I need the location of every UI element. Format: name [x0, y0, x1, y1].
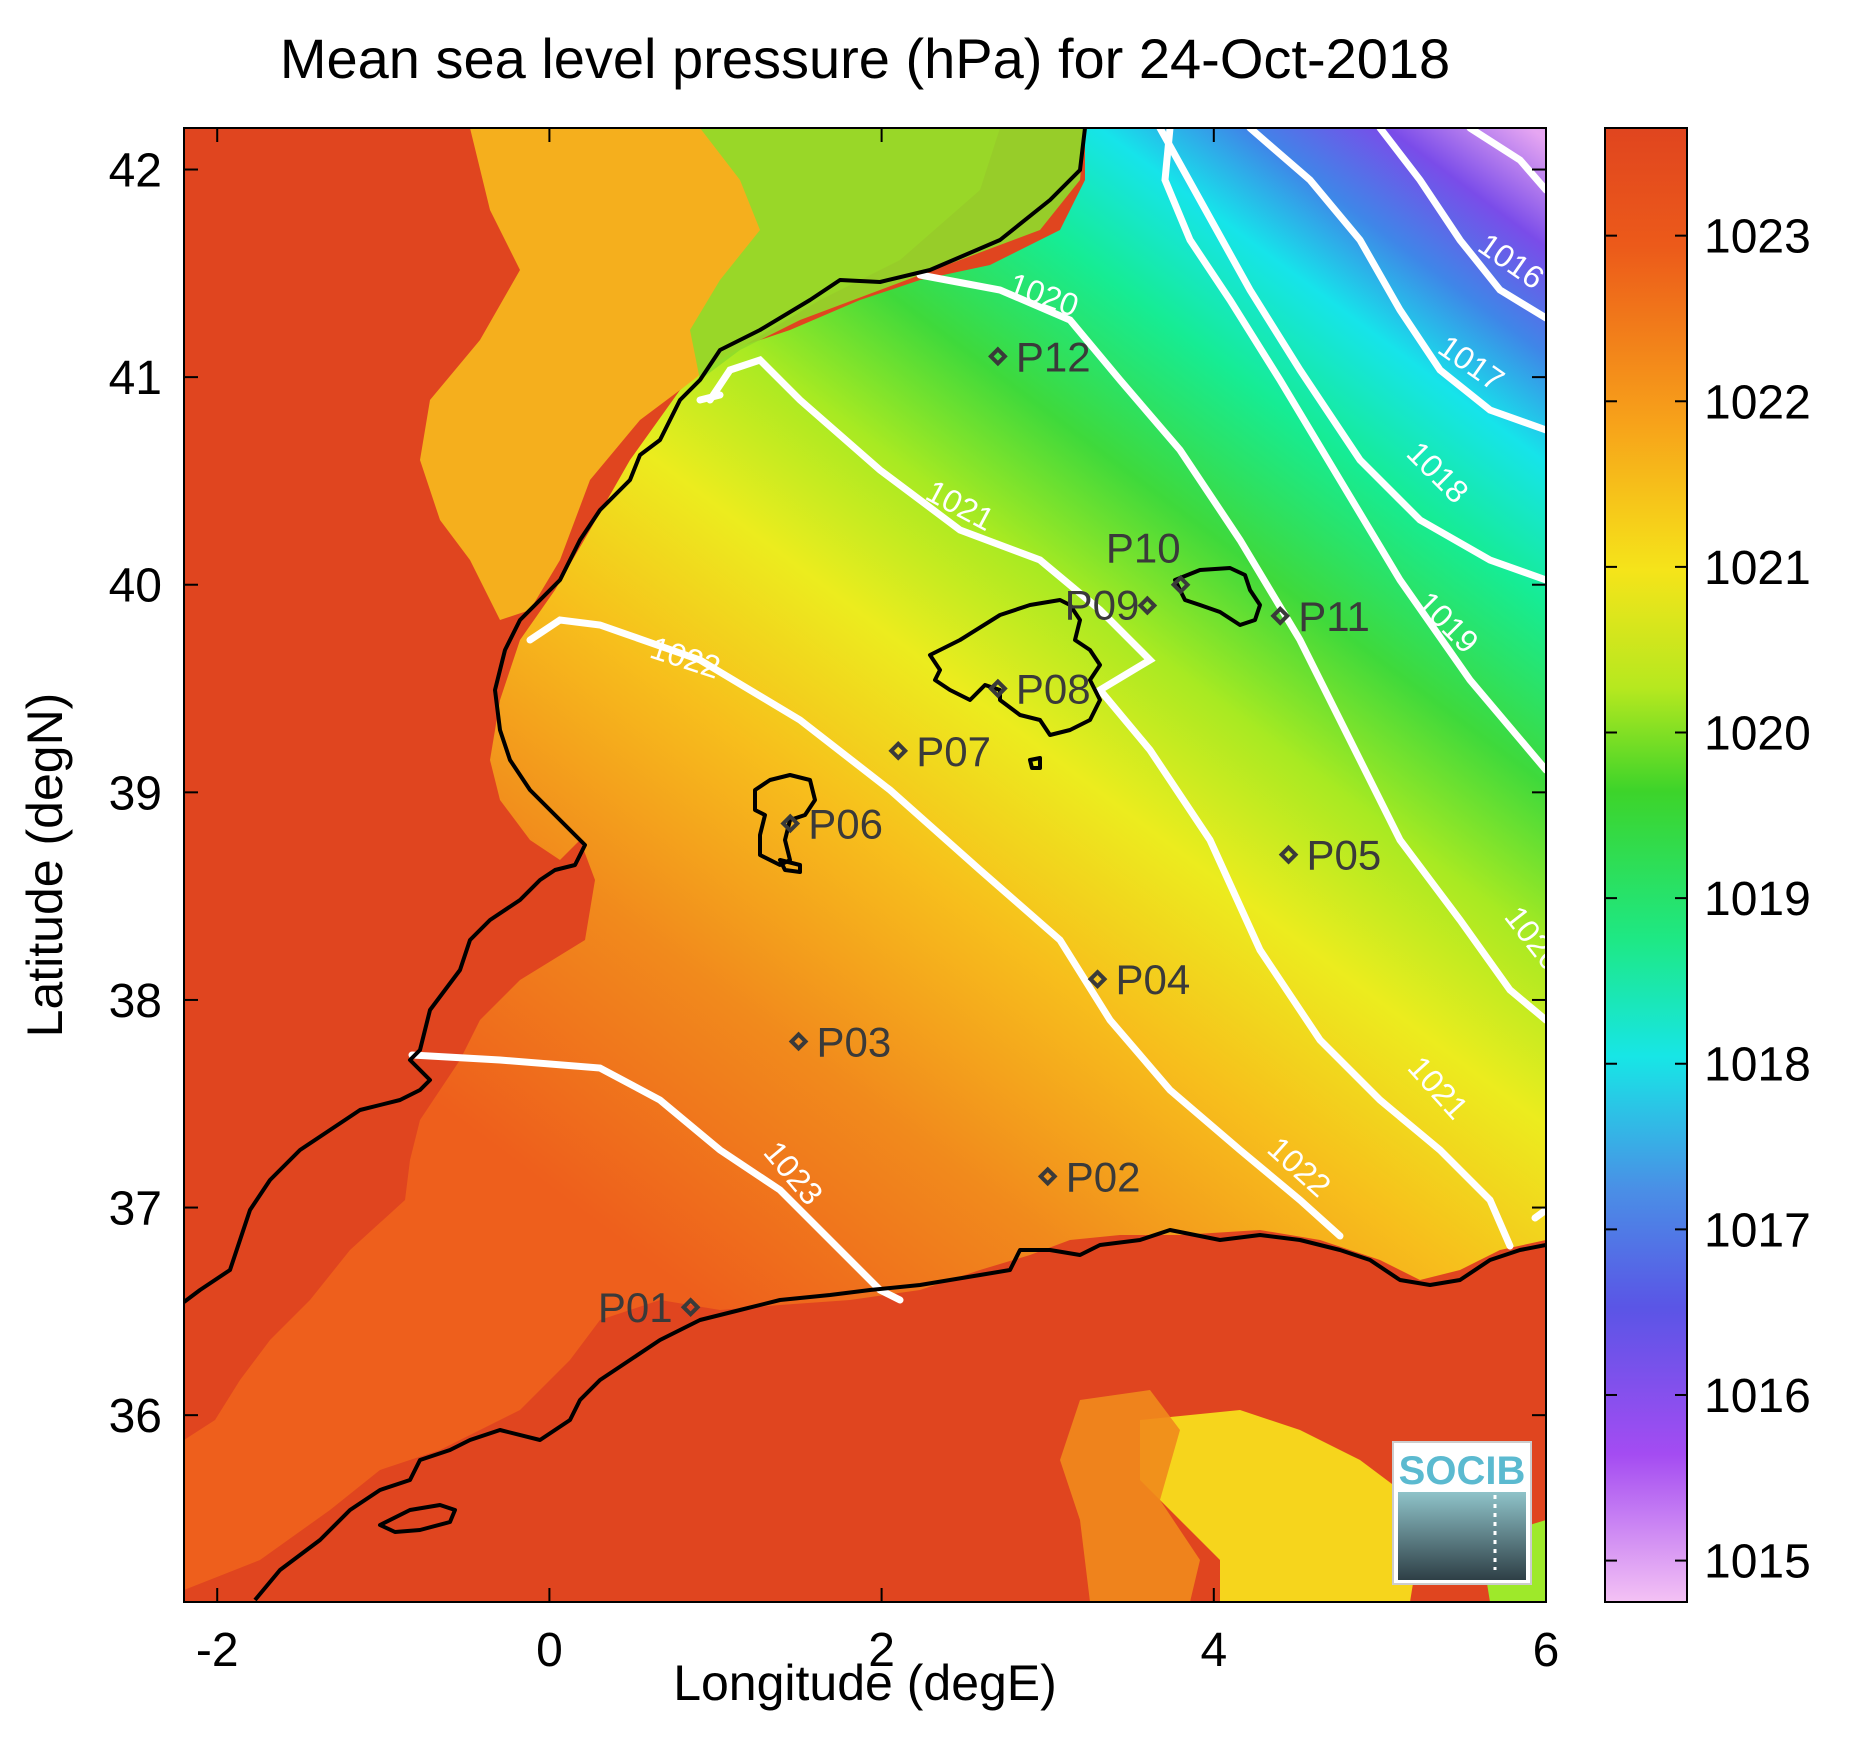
coastline-alboran: [378, 1503, 457, 1534]
colorbar: 1023 1022 1021 1020 1019 1018 1017 1016 1015: [1604, 127, 1811, 1603]
colorbar-tick-label: 1022: [1704, 376, 1811, 429]
land-africa-orange: [1060, 1390, 1200, 1602]
station-marker: [788, 1031, 809, 1052]
map-field: 1016101710181019102010201021102110221022…: [184, 128, 1546, 1602]
colorbar-tick-label: 1021: [1704, 542, 1811, 595]
contour-1019: [1161, 128, 1546, 774]
station-label: P05: [1307, 832, 1382, 879]
coastline-formentera: [778, 858, 802, 874]
station-label: P09: [1065, 581, 1140, 628]
station-marker: [1037, 1166, 1058, 1187]
contour-1021b: [696, 391, 724, 404]
contour-1018: [1156, 128, 1546, 584]
x-tick-label: 0: [536, 1624, 563, 1677]
coastline-mallorca: [928, 598, 1102, 737]
contour-1017: [1246, 128, 1546, 434]
contour-1023: [408, 1051, 904, 1304]
station-marker: [680, 1297, 701, 1318]
coastline-iberia: [184, 128, 1087, 1304]
station-marker: [1137, 595, 1158, 616]
contour-1016: [1466, 128, 1546, 194]
station-marker: [1278, 844, 1299, 865]
colorbar-tick-label: 1016: [1704, 1370, 1811, 1423]
station-label: P02: [1066, 1153, 1141, 1200]
x-tick-label: 4: [1200, 1624, 1227, 1677]
y-tick-label: 39: [109, 767, 162, 820]
station-marker: [988, 346, 1008, 367]
station-label: P11: [1298, 593, 1370, 640]
station-marker: [1170, 574, 1191, 595]
station-label: P06: [808, 800, 883, 847]
coastline-menorca: [1173, 566, 1262, 627]
station-marker: [1087, 969, 1108, 990]
y-axis-ticks: 42 41 40 39 38 37 36: [109, 145, 1546, 1443]
colorbar-tick-label: 1015: [1704, 1536, 1811, 1589]
station-label: P12: [1016, 333, 1091, 380]
colorbar-tick-label: 1018: [1704, 1039, 1811, 1092]
colorbar-tick-label: 1017: [1704, 1204, 1811, 1257]
x-axis-label: Longitude (degE): [673, 1655, 1057, 1711]
station-marker: [780, 813, 801, 834]
contour-1022: [526, 616, 1344, 1240]
land-africa-yellow: [1140, 1410, 1420, 1602]
x-axis-ticks: -2 0 2 4 6: [196, 128, 1559, 1677]
contour-1016b: [1376, 128, 1546, 322]
station-label: P07: [916, 728, 991, 775]
plot-frame: [183, 127, 1547, 1603]
colorbar-tick-label: 1019: [1704, 873, 1811, 926]
station-label: P08: [1016, 666, 1091, 713]
x-tick-label: 6: [1533, 1624, 1560, 1677]
station-label: P01: [598, 1284, 673, 1331]
contour-1021: [706, 355, 1514, 1250]
station-points: P01 P02 P03 P04 P05 P06 P07 P08 P09 P10 P11 P12: [598, 333, 1381, 1331]
coastline-cabrera: [1028, 756, 1042, 770]
socib-logo: SOCIB: [1392, 1441, 1532, 1585]
land-green-north: [690, 128, 1085, 380]
station-label: P04: [1116, 956, 1191, 1003]
logo-text: SOCIB: [1399, 1449, 1526, 1493]
station-marker: [988, 678, 1008, 699]
station-marker: [888, 740, 909, 761]
land-iberia: [184, 128, 1085, 1440]
colorbar-tick-label: 1023: [1704, 211, 1811, 264]
x-tick-label: 2: [868, 1624, 895, 1677]
chart-title: Mean sea level pressure (hPa) for 24-Oct…: [280, 27, 1450, 90]
contour-1020b: [1531, 1206, 1546, 1222]
y-tick-label: 40: [109, 560, 162, 613]
colorbar-gradient: [1604, 127, 1688, 1603]
x-tick-label: -2: [196, 1624, 239, 1677]
colorbar-tick-label: 1020: [1704, 708, 1811, 761]
y-tick-label: 37: [109, 1183, 162, 1236]
coastline-africa: [253, 1228, 1546, 1602]
y-axis-label: Latitude (degN): [17, 693, 73, 1038]
station-label: P03: [817, 1018, 892, 1065]
contour-1020: [916, 271, 1546, 1024]
colorbar-ticks: 1023 1022 1021 1020 1019 1018 1017 1016 1015: [1605, 211, 1811, 1589]
station-marker: [1270, 606, 1291, 626]
y-tick-label: 38: [109, 975, 162, 1028]
y-tick-label: 41: [109, 352, 162, 405]
coastline-ibiza: [753, 773, 817, 867]
y-tick-label: 42: [109, 145, 162, 198]
y-tick-label: 36: [109, 1390, 162, 1443]
station-label: P10: [1106, 525, 1181, 572]
